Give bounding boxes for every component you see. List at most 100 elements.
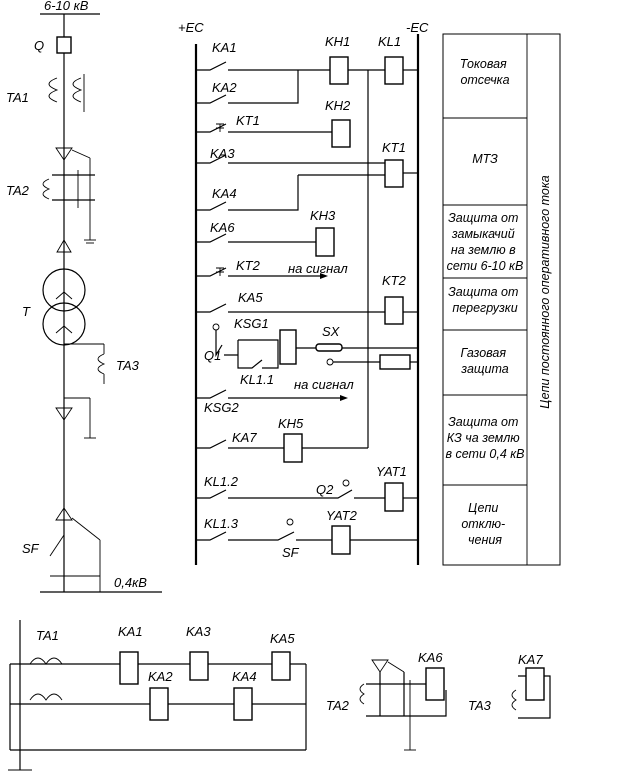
label-sf: SF bbox=[22, 541, 40, 556]
label-kh2: KH2 bbox=[325, 98, 351, 113]
label-b-ka7: KA7 bbox=[518, 652, 543, 667]
arrester-mid bbox=[56, 239, 72, 253]
sf-switch bbox=[49, 534, 65, 557]
label-voltage-hv: 6-10 кВ bbox=[44, 0, 89, 13]
label-kt1-contact: KT1 bbox=[236, 113, 260, 128]
ta3-sec-coil bbox=[511, 689, 517, 711]
arrester-top bbox=[55, 147, 73, 161]
label-ta3: TA3 bbox=[116, 358, 140, 373]
coil-kh5 bbox=[283, 433, 303, 463]
coil-kt1 bbox=[384, 159, 404, 188]
label-kh1: KH1 bbox=[325, 34, 350, 49]
label-q: Q bbox=[34, 38, 44, 53]
label-ka2: KA2 bbox=[212, 80, 237, 95]
label-kt2-contact: KT2 bbox=[236, 258, 261, 273]
label-q1: Q1 bbox=[204, 348, 221, 363]
coil-kl1 bbox=[384, 56, 404, 85]
secondary-circuit-ta1 bbox=[8, 620, 307, 771]
label-kl1-3: KL1.3 bbox=[204, 516, 239, 531]
transformer-winding-lv bbox=[42, 302, 86, 346]
row-ground-fault: Защита от замыкачий на землю в сети 6-10… bbox=[447, 211, 524, 273]
label-kl1-1: KL1.1 bbox=[240, 372, 274, 387]
arrester-bottom bbox=[55, 507, 73, 521]
coil-yat2 bbox=[331, 525, 351, 555]
label-kl1-2: KL1.2 bbox=[204, 474, 239, 489]
label-ksg2: KSG2 bbox=[204, 400, 239, 415]
ta2-coil bbox=[42, 178, 51, 200]
label-b-ka2: KA2 bbox=[148, 669, 173, 684]
label-yat2: YAT2 bbox=[326, 508, 358, 523]
label-kt1-coil: KT1 bbox=[382, 140, 406, 155]
coil-kt2 bbox=[384, 296, 404, 325]
label-yat1: YAT1 bbox=[376, 464, 407, 479]
label-ta1: TA1 bbox=[6, 90, 29, 105]
table-frame bbox=[442, 33, 561, 566]
coil-ka3 bbox=[189, 651, 209, 681]
label-sx: SX bbox=[322, 324, 341, 339]
ta1-sec-coil-top bbox=[29, 657, 63, 665]
label-kh5: KH5 bbox=[278, 416, 304, 431]
label-b-ka1: KA1 bbox=[118, 624, 143, 639]
label-b-ka4: KA4 bbox=[232, 669, 257, 684]
coil-kh3 bbox=[315, 227, 335, 257]
label-ka1: KA1 bbox=[212, 40, 237, 55]
label-voltage-lv: 0,4кВ bbox=[114, 575, 147, 590]
relay-ksg1 bbox=[279, 329, 297, 365]
secondary-labels: TA1 KA1 KA3 KA5 KA2 KA4 KA6 KA7 TA2 TA3 bbox=[36, 624, 543, 713]
control-labels: KA1 KA2 KH1 KL1 KT1 KH2 KA3 KT1 KA4 KH3 … bbox=[204, 34, 407, 560]
label-b-ka3: KA3 bbox=[186, 624, 211, 639]
control-wiring bbox=[196, 56, 418, 555]
label-ta2: TA2 bbox=[6, 183, 30, 198]
coil-yat1 bbox=[384, 482, 404, 512]
primary-circuit bbox=[40, 13, 162, 593]
transformer-winding-hv bbox=[42, 268, 86, 312]
resistor bbox=[379, 354, 411, 370]
coil-ka7 bbox=[525, 667, 545, 701]
row-lv-fault: Защита от КЗ ча землю в сети 0,4 кВ bbox=[446, 415, 525, 461]
arrester-lower bbox=[55, 407, 73, 421]
label-b-ta1: TA1 bbox=[36, 628, 59, 643]
row-mtz: МТЗ bbox=[472, 152, 498, 166]
label-b-ka6: KA6 bbox=[418, 650, 443, 665]
coil-kh2 bbox=[331, 119, 351, 148]
vertical-title: Цепи постоянного оперативного тока bbox=[538, 175, 552, 408]
secondary-circuit-ta2 bbox=[359, 659, 447, 751]
label-kh3: KH3 bbox=[310, 208, 336, 223]
function-table: Токовая отсечка МТЗ Защита от замыкачий … bbox=[442, 33, 561, 566]
coil-kh1 bbox=[329, 56, 349, 85]
label-ka7: KA7 bbox=[232, 430, 257, 445]
primary-labels: 6-10 кВ Q TA1 TA2 T TA3 SF 0,4кВ bbox=[6, 0, 147, 590]
ta1-sec-coil-bottom bbox=[29, 693, 63, 701]
label-kl1: KL1 bbox=[378, 34, 401, 49]
ta1-coil-left bbox=[48, 77, 59, 103]
label-to-signal-1: на сигнал bbox=[288, 261, 348, 276]
label-plus-ec: +EC bbox=[178, 20, 204, 35]
label-sf-ctrl: SF bbox=[282, 545, 300, 560]
label-ksg1: KSG1 bbox=[234, 316, 269, 331]
label-b-ta3: TA3 bbox=[468, 698, 492, 713]
label-kt2-coil: KT2 bbox=[382, 273, 407, 288]
breaker-q bbox=[56, 36, 72, 54]
dc-buses: +EC -EC bbox=[178, 20, 429, 565]
row-trip-circuits: Цепи отклю- чения bbox=[461, 501, 508, 547]
sx-switch bbox=[315, 343, 343, 352]
row-gas-protection: Газовая защита bbox=[460, 346, 509, 376]
label-ka3: KA3 bbox=[210, 146, 235, 161]
ta2-sec-coil bbox=[359, 683, 365, 705]
label-q2: Q2 bbox=[316, 482, 334, 497]
label-b-ta2: TA2 bbox=[326, 698, 350, 713]
coil-ka1 bbox=[119, 651, 139, 685]
label-t: T bbox=[22, 304, 31, 319]
label-ka6: KA6 bbox=[210, 220, 235, 235]
label-to-signal-2: на сигнал bbox=[294, 377, 354, 392]
ta1-coil-right bbox=[72, 77, 83, 103]
label-ka4: KA4 bbox=[212, 186, 237, 201]
label-b-ka5: KA5 bbox=[270, 631, 295, 646]
coil-ka4 bbox=[233, 687, 253, 721]
row-current-cutoff: Токовая отсечка bbox=[460, 57, 510, 87]
label-ka5: KA5 bbox=[238, 290, 263, 305]
row-overload: Защита от перегрузки bbox=[448, 285, 522, 315]
coil-ka2 bbox=[149, 687, 169, 721]
coil-ka6 bbox=[425, 667, 445, 701]
